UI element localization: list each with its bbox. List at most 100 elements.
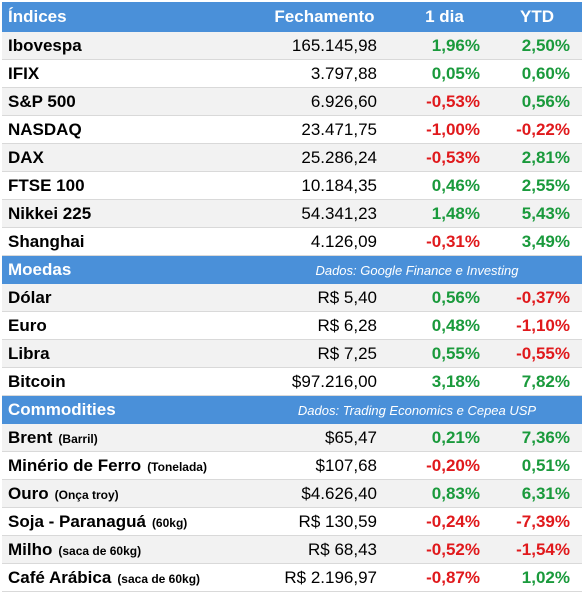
row-unit: (60kg) (151, 515, 188, 530)
row-name-text: Euro (8, 315, 47, 335)
row-name: NASDAQ (2, 120, 252, 140)
row-name-text: Milho (8, 539, 53, 559)
table-row: IFIX 3.797,88 0,05% 0,60% (2, 60, 582, 88)
row-name: Brent (Barril) (2, 428, 252, 448)
row-name: IFIX (2, 64, 252, 84)
section-title: Moedas (8, 260, 72, 279)
row-name: Dólar (2, 288, 252, 308)
row-day-change: 0,21% (431, 427, 480, 447)
row-close: 4.126,09 (310, 231, 377, 251)
section-source: Dados: Trading Economics e Cepea USP (297, 402, 537, 418)
row-close: R$ 130,59 (298, 511, 377, 531)
row-name-text: Libra (8, 343, 50, 363)
row-close: R$ 2.196,97 (284, 567, 377, 587)
row-close: R$ 68,43 (308, 539, 377, 559)
indices-section: Ibovespa 165.145,98 1,96% 2,50% IFIX 3.797,88… (2, 32, 582, 256)
row-name-text: Ouro (8, 483, 49, 503)
row-name-text: NASDAQ (8, 119, 82, 139)
row-name-text: FTSE 100 (8, 175, 85, 195)
section-title: Commodities (8, 400, 116, 419)
row-name-text: Ibovespa (8, 35, 82, 55)
table-row: Ibovespa 165.145,98 1,96% 2,50% (2, 32, 582, 60)
row-unit: (saca de 60kg) (58, 543, 142, 558)
row-close: 165.145,98 (291, 35, 377, 55)
commodities-section: Brent (Barril) $65,47 0,21% 7,36% Minério de … (2, 424, 582, 592)
row-ytd-change: -1,10% (516, 315, 570, 335)
row-day-change: 0,46% (431, 175, 480, 195)
table-row: Brent (Barril) $65,47 0,21% 7,36% (2, 424, 582, 452)
row-close: $97.216,00 (291, 371, 377, 391)
header-day: 1 dia (425, 7, 464, 26)
row-name-text: Bitcoin (8, 371, 66, 391)
row-day-change: 0,56% (431, 287, 480, 307)
row-name: Bitcoin (2, 372, 252, 392)
row-ytd-change: 5,43% (521, 203, 570, 223)
row-close: R$ 7,25 (317, 343, 377, 363)
row-ytd-change: 2,55% (521, 175, 570, 195)
row-day-change: -0,31% (426, 231, 480, 251)
row-day-change: -0,20% (426, 455, 480, 475)
row-unit: (Tonelada) (147, 459, 207, 474)
row-name-text: Café Arábica (8, 567, 112, 587)
row-day-change: -0,87% (426, 567, 480, 587)
row-ytd-change: 2,81% (521, 147, 570, 167)
row-day-change: -0,24% (426, 511, 480, 531)
row-day-change: 3,18% (431, 371, 480, 391)
row-day-change: 0,83% (431, 483, 480, 503)
row-day-change: 0,05% (431, 63, 480, 83)
moedas-section: Dólar R$ 5,40 0,56% -0,37% Euro R$ 6,28 0,48% -… (2, 284, 582, 396)
row-ytd-change: 0,51% (521, 455, 570, 475)
table-row: Minério de Ferro (Tonelada) $107,68 -0,20% 0… (2, 452, 582, 480)
row-name-text: Shanghai (8, 231, 85, 251)
row-ytd-change: -0,22% (516, 119, 570, 139)
row-ytd-change: 3,49% (521, 231, 570, 251)
row-close: 3.797,88 (310, 63, 377, 83)
table-row: Libra R$ 7,25 0,55% -0,55% (2, 340, 582, 368)
table-row: Soja - Paranaguá (60kg) R$ 130,59 -0,24% -7,… (2, 508, 582, 536)
row-day-change: 0,48% (431, 315, 480, 335)
row-close: 6.926,60 (310, 91, 377, 111)
row-close: 10.184,35 (301, 175, 377, 195)
row-name: Euro (2, 316, 252, 336)
row-day-change: -1,00% (426, 119, 480, 139)
header-ytd: YTD (520, 7, 554, 26)
table-row: Euro R$ 6,28 0,48% -1,10% (2, 312, 582, 340)
row-name: Minério de Ferro (Tonelada) (2, 456, 252, 476)
table-row: Shanghai 4.126,09 -0,31% 3,49% (2, 228, 582, 256)
row-name: Ibovespa (2, 36, 252, 56)
row-unit: (Onça troy) (54, 487, 119, 502)
row-close: $107,68 (315, 455, 377, 475)
row-day-change: 1,48% (431, 203, 480, 223)
section-header-moedas: Moedas Dados: Google Finance e Investing (2, 256, 582, 284)
row-name: S&P 500 (2, 92, 252, 112)
row-ytd-change: -0,55% (516, 343, 570, 363)
table-row: DAX 25.286,24 -0,53% 2,81% (2, 144, 582, 172)
row-name-text: S&P 500 (8, 91, 76, 111)
row-name-text: Dólar (8, 287, 52, 307)
row-name: Soja - Paranaguá (60kg) (2, 512, 252, 532)
row-name: Nikkei 225 (2, 204, 252, 224)
row-close: 54.341,23 (301, 203, 377, 223)
row-close: $65,47 (325, 427, 377, 447)
row-unit: (saca de 60kg) (117, 571, 201, 586)
table-row: Café Arábica (saca de 60kg) R$ 2.196,97 -0,… (2, 564, 582, 592)
row-day-change: 0,55% (431, 343, 480, 363)
row-name-text: IFIX (8, 63, 40, 83)
row-name: Libra (2, 344, 252, 364)
row-unit: (Barril) (58, 431, 98, 446)
row-name-text: DAX (8, 147, 44, 167)
row-name-text: Minério de Ferro (8, 455, 142, 475)
row-name: Café Arábica (saca de 60kg) (2, 568, 252, 588)
row-name: DAX (2, 148, 252, 168)
section-header-commodities: Commodities Dados: Trading Economics e C… (2, 396, 582, 424)
row-close: 23.471,75 (301, 119, 377, 139)
row-ytd-change: 1,02% (521, 567, 570, 587)
row-name-text: Soja - Paranaguá (8, 511, 146, 531)
row-day-change: 1,96% (431, 35, 480, 55)
section-source: Dados: Google Finance e Investing (315, 262, 519, 278)
table-header: Índices Fechamento 1 dia YTD (2, 2, 582, 32)
row-name: FTSE 100 (2, 176, 252, 196)
table-row: Nikkei 225 54.341,23 1,48% 5,43% (2, 200, 582, 228)
row-close: R$ 5,40 (317, 287, 377, 307)
